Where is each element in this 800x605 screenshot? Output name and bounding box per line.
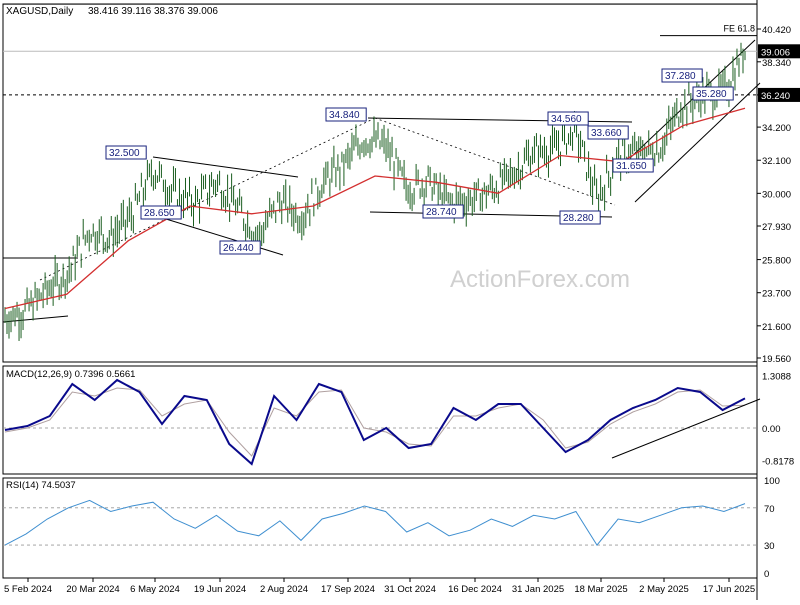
macd-title: MACD(12,26,9) 0.7396 0.5661 (6, 369, 135, 380)
macd-trendline (611, 398, 761, 459)
annotation-label: 32.500 (109, 148, 140, 159)
current-price-box (758, 44, 800, 59)
annotation-box (140, 205, 182, 220)
annotation-label: 37.280 (665, 71, 696, 82)
annotation-box (612, 158, 654, 173)
x-tick-label: 2 Aug 2024 (260, 584, 308, 595)
annotation-box (325, 107, 367, 122)
macd-line (4, 378, 746, 466)
x-tick-label: 2 May 2025 (639, 584, 689, 595)
x-tick-label: 6 May 2024 (130, 584, 180, 595)
price-y-tick-label: 27.930 (762, 222, 791, 233)
price-y-tick-label: 34.200 (762, 123, 791, 134)
x-tick-label: 17 Sep 2024 (321, 584, 375, 595)
x-tick-label: 31 Jan 2025 (512, 584, 564, 595)
annotation-label: 28.740 (426, 207, 457, 218)
annotation-box (219, 240, 261, 255)
price-y-tick-label: 30.000 (762, 189, 791, 200)
trendline (152, 156, 299, 178)
moving-average-line (4, 107, 746, 310)
rsi-y-tick-label: 100 (764, 476, 780, 487)
annotation-box (587, 125, 629, 140)
candles-group (4, 42, 746, 341)
annotation-label: 35.280 (696, 89, 727, 100)
x-tick-label: 16 Dec 2024 (448, 584, 502, 595)
annotation-label: 28.280 (563, 213, 594, 224)
annotation-label: 28.650 (144, 208, 175, 219)
rsi-y-tick-label: 30 (764, 541, 775, 552)
x-tick-label: 31 Oct 2024 (384, 584, 436, 595)
annotation-box (105, 145, 147, 160)
annotation-label: 31.650 (616, 161, 647, 172)
x-tick-label: 17 Jun 2025 (703, 584, 755, 595)
chart-symbol-title: XAGUSD,Daily (6, 6, 73, 17)
annotation-box (547, 111, 589, 126)
current-price-label: 39.006 (761, 47, 790, 58)
price-y-tick-label: 19.560 (762, 354, 791, 365)
trendline (367, 117, 633, 123)
rsi-y-tick-label: 70 (764, 504, 775, 515)
price-y-tick-label: 38.340 (762, 58, 791, 69)
annotation-label: 26.440 (223, 243, 254, 254)
annotation-label: 34.840 (329, 110, 360, 121)
x-tick-label: 5 Feb 2024 (4, 584, 52, 595)
rsi-panel-frame (2, 477, 758, 579)
annotation-box (559, 210, 601, 225)
trendline (152, 214, 284, 256)
price-y-tick-label: 21.600 (762, 322, 791, 333)
watermark-text: ActionForex.com (450, 266, 630, 293)
fe-61-8-label: FE 61.8 (723, 24, 755, 34)
chart-ohlc-values: 38.416 39.116 38.376 39.006 (88, 6, 218, 17)
trendline (634, 82, 761, 203)
macd-signal-line (4, 387, 746, 457)
price-y-tick-label: 23.700 (762, 289, 791, 300)
macd-y-tick-label: -0.8178 (762, 457, 794, 468)
price-y-tick-label: 32.100 (762, 156, 791, 167)
rsi-line (4, 499, 746, 546)
macd-y-tick-label: 1.3088 (762, 372, 791, 383)
annotation-box (422, 204, 464, 219)
rsi-y-tick-label: 0 (764, 569, 769, 580)
annotation-box (692, 86, 734, 101)
price-panel-frame (2, 3, 758, 363)
price-y-tick-label: 25.800 (762, 256, 791, 267)
annotation-label: 33.660 (591, 128, 622, 139)
annotation-box (661, 68, 703, 83)
annotation-label: 34.560 (551, 114, 582, 125)
price-y-tick-label: 40.420 (762, 25, 791, 36)
macd-y-tick-label: 0.00 (762, 424, 781, 435)
x-tick-label: 18 Mar 2025 (574, 584, 627, 595)
level-36-24-price-box (758, 87, 800, 102)
level-36-24-price-label: 36.240 (761, 91, 790, 102)
fe-100-label: FE 100.0 (718, 0, 755, 2)
rsi-title: RSI(14) 74.5037 (6, 480, 76, 491)
x-tick-label: 20 Mar 2024 (66, 584, 119, 595)
trendline (2, 315, 69, 323)
x-tick-label: 19 Jun 2024 (194, 584, 246, 595)
